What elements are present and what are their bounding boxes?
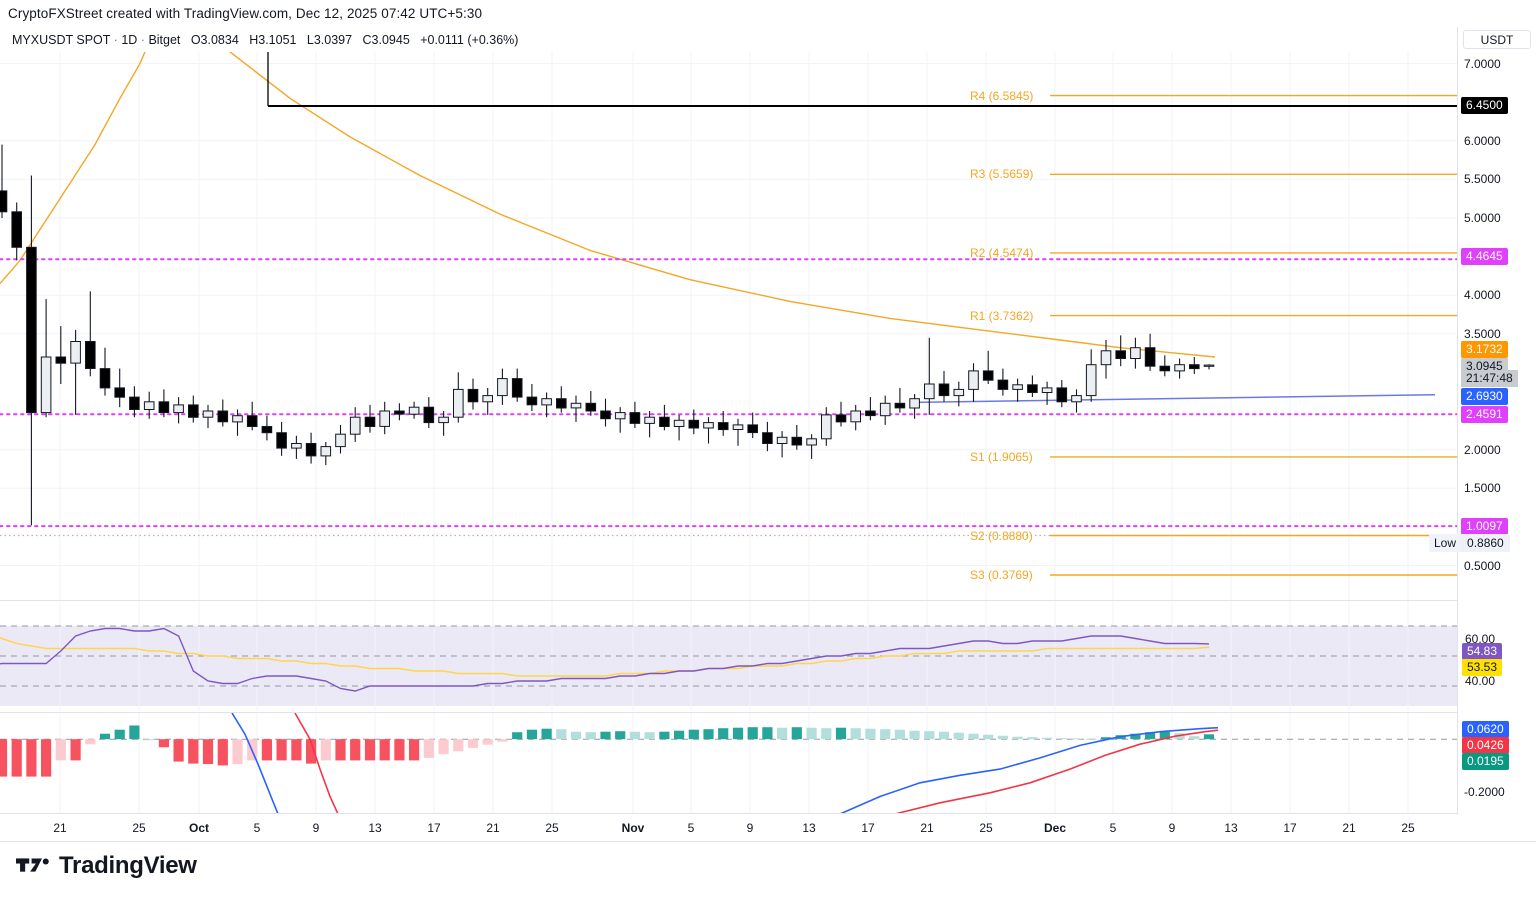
macd-pane[interactable] — [0, 713, 1457, 814]
low-marker: Low 0.8860 — [1429, 534, 1510, 552]
price-tick: 3.5000 — [1464, 326, 1501, 341]
tradingview-brand-text: TradingView — [59, 852, 197, 879]
price-badge: 2.4591 — [1461, 406, 1508, 423]
currency-label: USDT — [1463, 30, 1531, 49]
macd-badge: 0.0426 — [1462, 737, 1509, 754]
time-tick: Oct — [188, 821, 210, 835]
time-tick: 17 — [1283, 821, 1297, 835]
time-tick: 5 — [1109, 821, 1117, 835]
legend-low: L3.0397 — [306, 33, 353, 47]
chart-legend: MYXUSDT SPOT · 1D · Bitget O3.0834 H3.10… — [12, 33, 518, 47]
legend-separator-1: · — [113, 33, 118, 47]
legend-separator-2: · — [140, 33, 145, 47]
tradingview-brand: TradingView — [16, 852, 197, 880]
time-tick: Dec — [1043, 821, 1067, 835]
macd-badge: 0.0620 — [1462, 721, 1509, 738]
rsi-chart-svg — [0, 601, 1457, 711]
time-tick: 5 — [253, 821, 261, 835]
price-badge: 21:47:48 — [1461, 370, 1518, 387]
legend-open: O3.0834 — [190, 33, 239, 47]
time-tick: 13 — [368, 821, 382, 835]
time-tick: 17 — [427, 821, 441, 835]
attribution-text: CryptoFXStreet created with TradingView.… — [8, 6, 483, 21]
legend-symbol: MYXUSDT SPOT — [12, 33, 111, 47]
price-badge: 2.6930 — [1461, 388, 1508, 405]
time-tick: Nov — [621, 821, 645, 835]
price-chart-svg — [0, 52, 1457, 601]
time-axis-divider — [0, 841, 1536, 842]
time-tick: 25 — [979, 821, 993, 835]
time-tick: 25 — [1401, 821, 1415, 835]
rsi-badge: 54.83 — [1462, 643, 1503, 660]
low-value: 0.8860 — [1461, 534, 1510, 552]
time-tick: 21 — [920, 821, 934, 835]
time-tick: 5 — [687, 821, 695, 835]
legend-high: H3.1051 — [249, 33, 297, 47]
price-tick: 2.0000 — [1464, 442, 1501, 457]
rsi-pane[interactable] — [0, 601, 1457, 711]
price-tick: 1.5000 — [1464, 481, 1501, 496]
macd-tick: -0.2000 — [1464, 785, 1505, 799]
price-tick: 5.0000 — [1464, 211, 1501, 225]
macd-chart-svg — [0, 713, 1457, 814]
pane-separator-3 — [0, 813, 1457, 814]
rsi-tick: 40.00 — [1465, 674, 1496, 688]
time-tick: 21 — [53, 821, 67, 835]
time-tick: 9 — [312, 821, 320, 835]
pane-separator-2 — [0, 712, 1457, 713]
time-tick: 21 — [1342, 821, 1356, 835]
low-tag-label: Low — [1429, 534, 1462, 552]
legend-interval: 1D — [121, 33, 138, 47]
tradingview-logo-icon — [16, 858, 49, 872]
price-badge: 1.0097 — [1461, 518, 1508, 535]
macd-badge: 0.0195 — [1462, 753, 1509, 770]
time-tick: 21 — [486, 821, 500, 835]
time-tick: 9 — [1168, 821, 1176, 835]
price-badge: 3.1732 — [1461, 341, 1508, 358]
price-tick: 4.0000 — [1464, 288, 1501, 303]
price-badge: 4.4645 — [1461, 248, 1508, 265]
time-tick: 25 — [132, 821, 146, 835]
rsi-tick: 60.00 — [1465, 632, 1496, 646]
pane-separator-1 — [0, 600, 1457, 601]
price-pane[interactable] — [0, 52, 1457, 601]
price-tick: 6.0000 — [1464, 133, 1501, 148]
time-axis[interactable]: 21 25 Oct 5 9 13 17 21 25 Nov 5 9 13 17 21 25 Dec 5 9 13 17 2… — [0, 814, 1457, 842]
time-tick: 13 — [802, 821, 816, 835]
legend-change: +0.0111 (+0.36%) — [420, 33, 519, 47]
time-tick: 9 — [746, 821, 754, 835]
legend-close: C3.0945 — [362, 33, 410, 47]
price-badge: 6.4500 — [1461, 97, 1508, 114]
price-tick: 7.0000 — [1464, 56, 1501, 71]
price-tick: 5.5000 — [1464, 172, 1501, 187]
rsi-badge: 53.53 — [1462, 659, 1503, 676]
legend-exchange: Bitget — [148, 33, 181, 47]
time-tick: 25 — [545, 821, 559, 835]
time-tick: 13 — [1224, 821, 1238, 835]
price-tick: 0.5000 — [1464, 558, 1501, 573]
time-tick: 17 — [861, 821, 875, 835]
